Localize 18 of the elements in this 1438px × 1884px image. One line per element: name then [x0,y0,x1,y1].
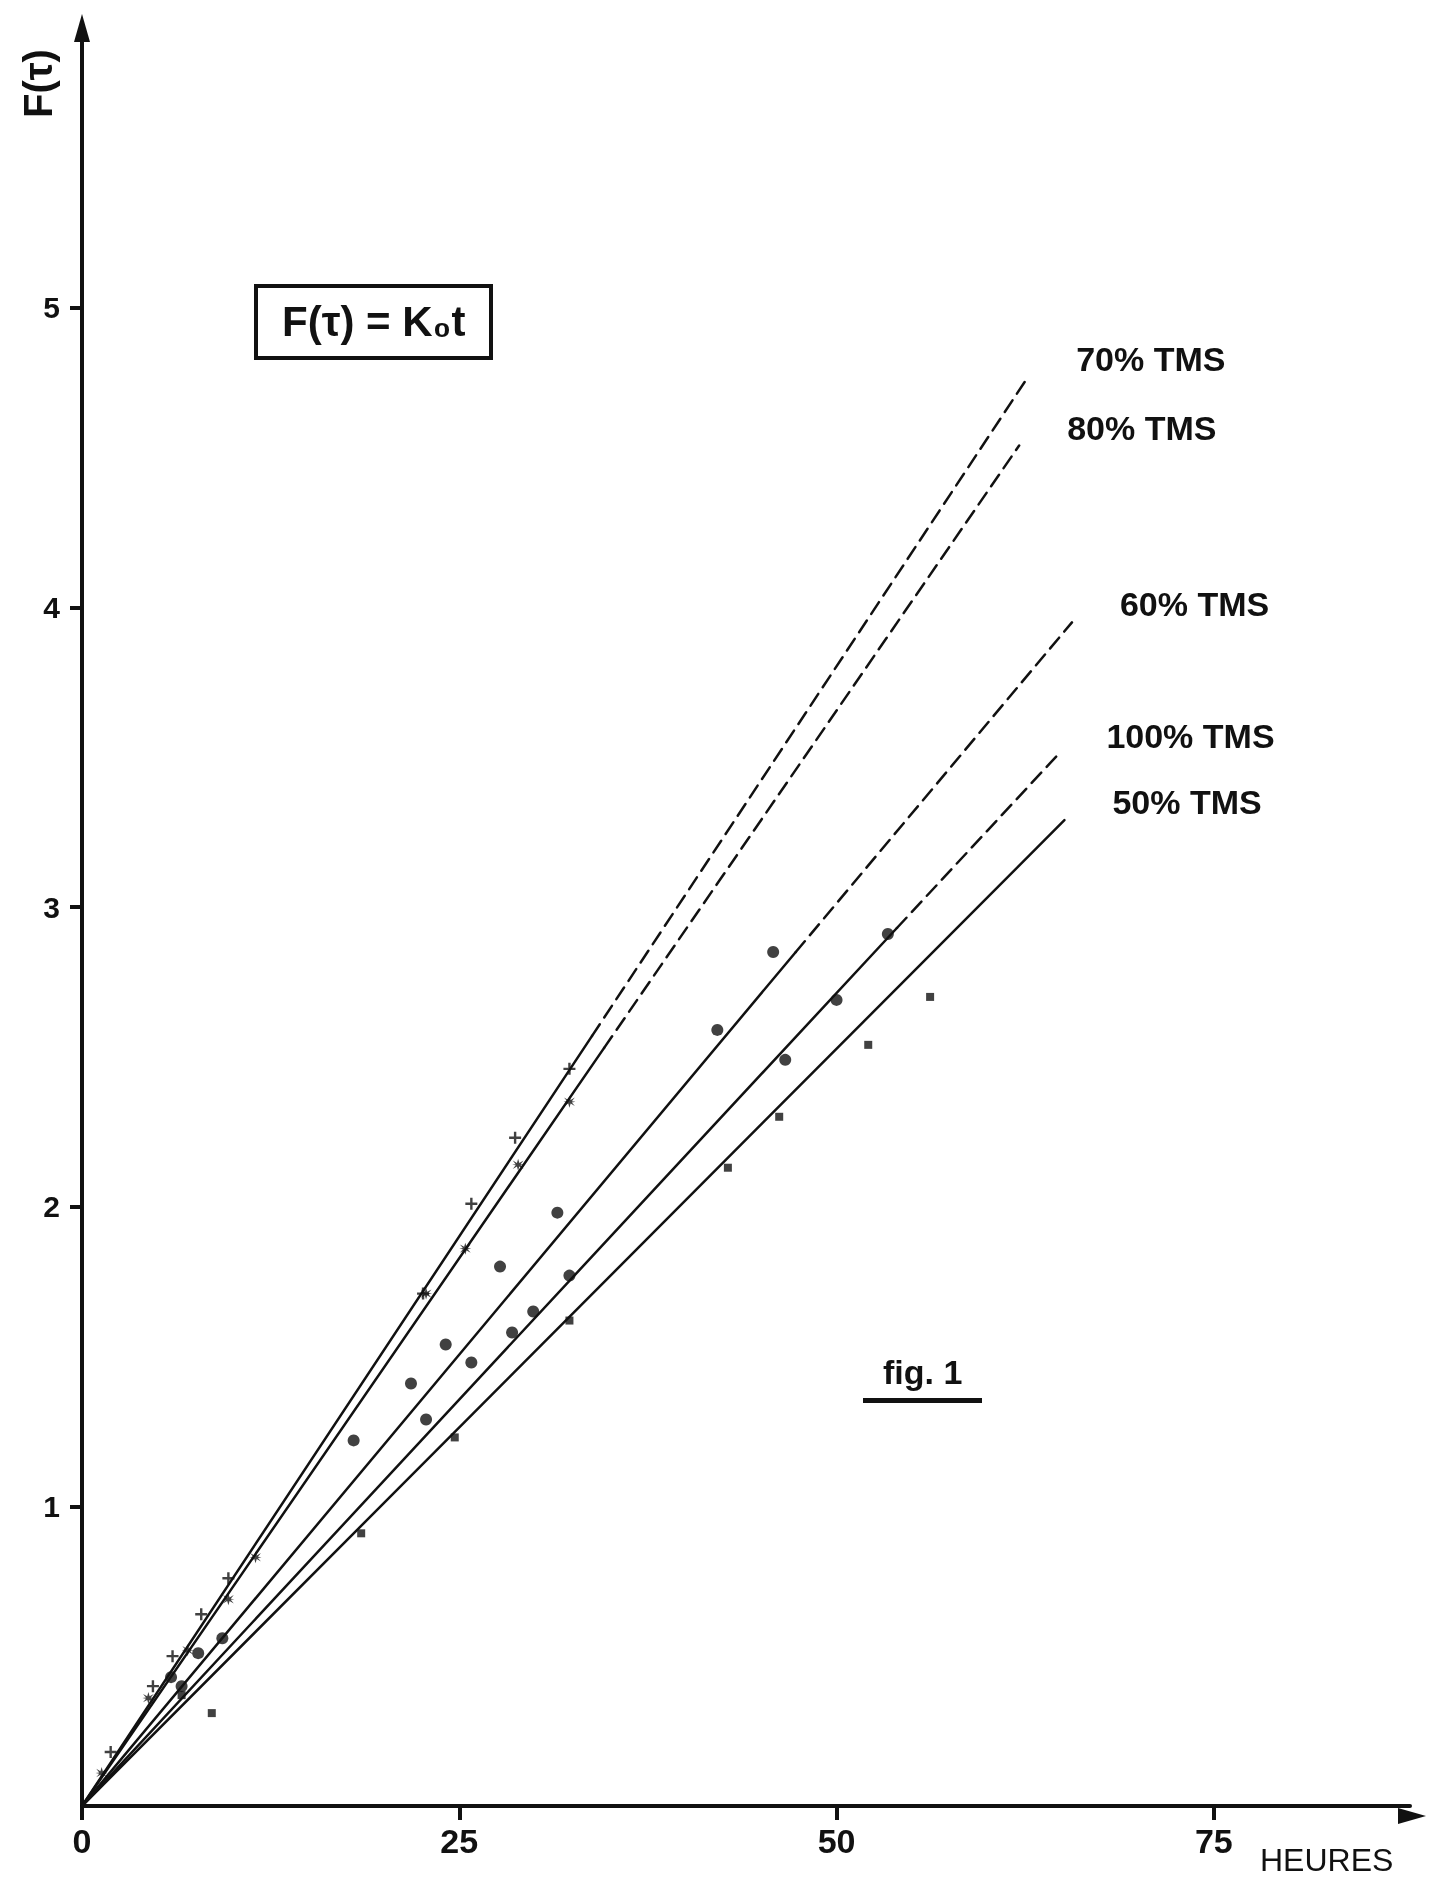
x-tick-label: 75 [1194,1822,1233,1860]
x-tick-label: 25 [440,1822,479,1860]
x-tick-label: 0 [72,1822,92,1860]
annotation: fig. 1 [863,1353,983,1403]
x-tick-label: 50 [817,1822,856,1860]
series-label: 50% TMS [1112,783,1262,822]
y-tick-label: 5 [43,291,60,325]
series-label: 70% TMS [1076,339,1226,378]
y-tick-label: 3 [43,890,60,924]
y-tick-label: 2 [43,1190,60,1224]
series-label: 80% TMS [1067,408,1217,447]
annotation: F(τ) = K₀t [254,284,494,360]
y-tick-label: 4 [43,590,61,624]
series-label: 100% TMS [1106,717,1275,756]
x-axis-title: HEURES [1260,1842,1394,1878]
y-tick-label: 1 [43,1489,60,1523]
y-axis-title: F(τ) [16,49,61,118]
series-label: 60% TMS [1119,585,1270,624]
